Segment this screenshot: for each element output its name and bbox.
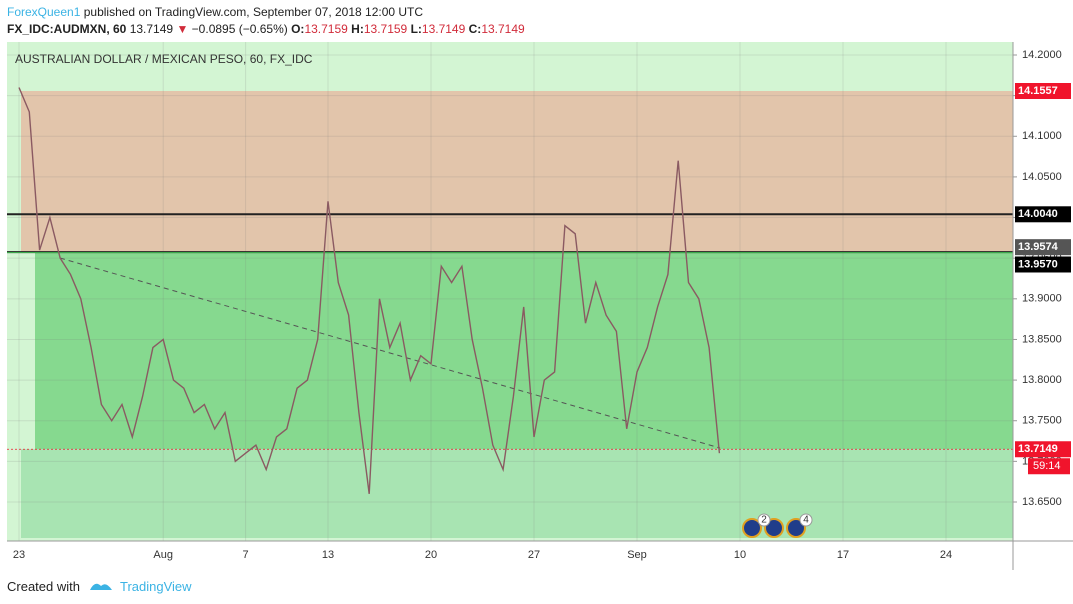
x-tick-label: 13 (322, 549, 334, 561)
author[interactable]: ForexQueen1 (7, 5, 81, 19)
y-tick-label: 13.9000 (1022, 293, 1062, 305)
price-label: 14.1557 (1018, 85, 1058, 97)
trendline (59, 257, 721, 449)
x-tick-label: 7 (243, 549, 249, 561)
open: 13.7159 (304, 22, 348, 36)
h-label: H: (351, 22, 364, 36)
event-count-bg (757, 513, 771, 527)
c-label: C: (468, 22, 482, 36)
logo (89, 583, 112, 590)
price-label-box (1015, 239, 1071, 256)
price-label: 13.7149 (1018, 443, 1058, 455)
brand[interactable]: TradingView (119, 578, 192, 594)
event-flag (786, 518, 806, 538)
price-label-box (1015, 83, 1071, 100)
lower-zone (21, 449, 1013, 538)
last: 13.7149 (129, 22, 174, 36)
price-line (18, 87, 721, 494)
created-with: Created with (7, 578, 80, 594)
event-flag (764, 518, 784, 538)
publish-line: ForexQueen1 published on TradingView.com… (7, 5, 423, 19)
arrow: ▼ (176, 22, 189, 36)
x-tick-label: 24 (940, 549, 952, 561)
event-count-bg (799, 513, 813, 527)
countdown-box (1028, 458, 1070, 475)
price-label-box (1015, 256, 1071, 273)
footer: Created with TradingView (7, 578, 192, 594)
price-label-box (1015, 441, 1071, 458)
y-tick-label: 13.8500 (1022, 333, 1062, 345)
chart: AUSTRALIAN DOLLAR / MEXICAN PESO, 60, FX… (7, 42, 1073, 570)
y-tick-label: 13.8000 (1022, 374, 1062, 386)
close: 13.7149 (481, 22, 525, 36)
y-tick-label: 14.2000 (1022, 49, 1062, 61)
x-tick-label: Sep (627, 549, 647, 561)
price-label: 13.9574 (1018, 241, 1059, 253)
high: 13.7159 (363, 22, 408, 36)
l-label: L: (410, 22, 422, 36)
symbol: FX_IDC:AUDMXN, 60 (7, 22, 127, 36)
o-label: O: (291, 22, 305, 36)
y-tick-label: 13.7500 (1022, 415, 1062, 427)
x-tick-label: 20 (425, 549, 437, 561)
change: −0.0895 (−0.65%) (191, 22, 288, 36)
price-label: 13.9570 (1018, 258, 1058, 270)
published: published on TradingView.com, September … (83, 5, 424, 19)
countdown: 59:14 (1033, 460, 1061, 472)
x-tick-label: 23 (13, 549, 25, 561)
event-count: 4 (803, 515, 809, 526)
event-flag (742, 518, 762, 538)
x-tick-label: 27 (528, 549, 540, 561)
event-count: 2 (761, 515, 767, 526)
price-label: 14.0040 (1018, 208, 1058, 220)
range-zone (35, 252, 1013, 450)
quote-line: FX_IDC:AUDMXN, 60 13.7149 ▼ −0.0895 (−0.… (7, 22, 525, 36)
chart-title: AUSTRALIAN DOLLAR / MEXICAN PESO, 60, FX… (15, 52, 313, 66)
x-tick-label: 10 (734, 549, 746, 561)
y-tick-label: 13.6500 (1022, 496, 1062, 508)
price-label-box (1015, 206, 1071, 223)
x-tick-label: 17 (837, 549, 849, 561)
resistance-zone (21, 91, 1013, 253)
low: 13.7149 (421, 22, 466, 36)
header: ForexQueen1 published on TradingView.com… (0, 0, 1073, 42)
y-tick-label: 14.0500 (1022, 171, 1062, 183)
x-tick-label: Aug (153, 549, 173, 561)
y-tick-label: 14.1000 (1022, 130, 1062, 142)
